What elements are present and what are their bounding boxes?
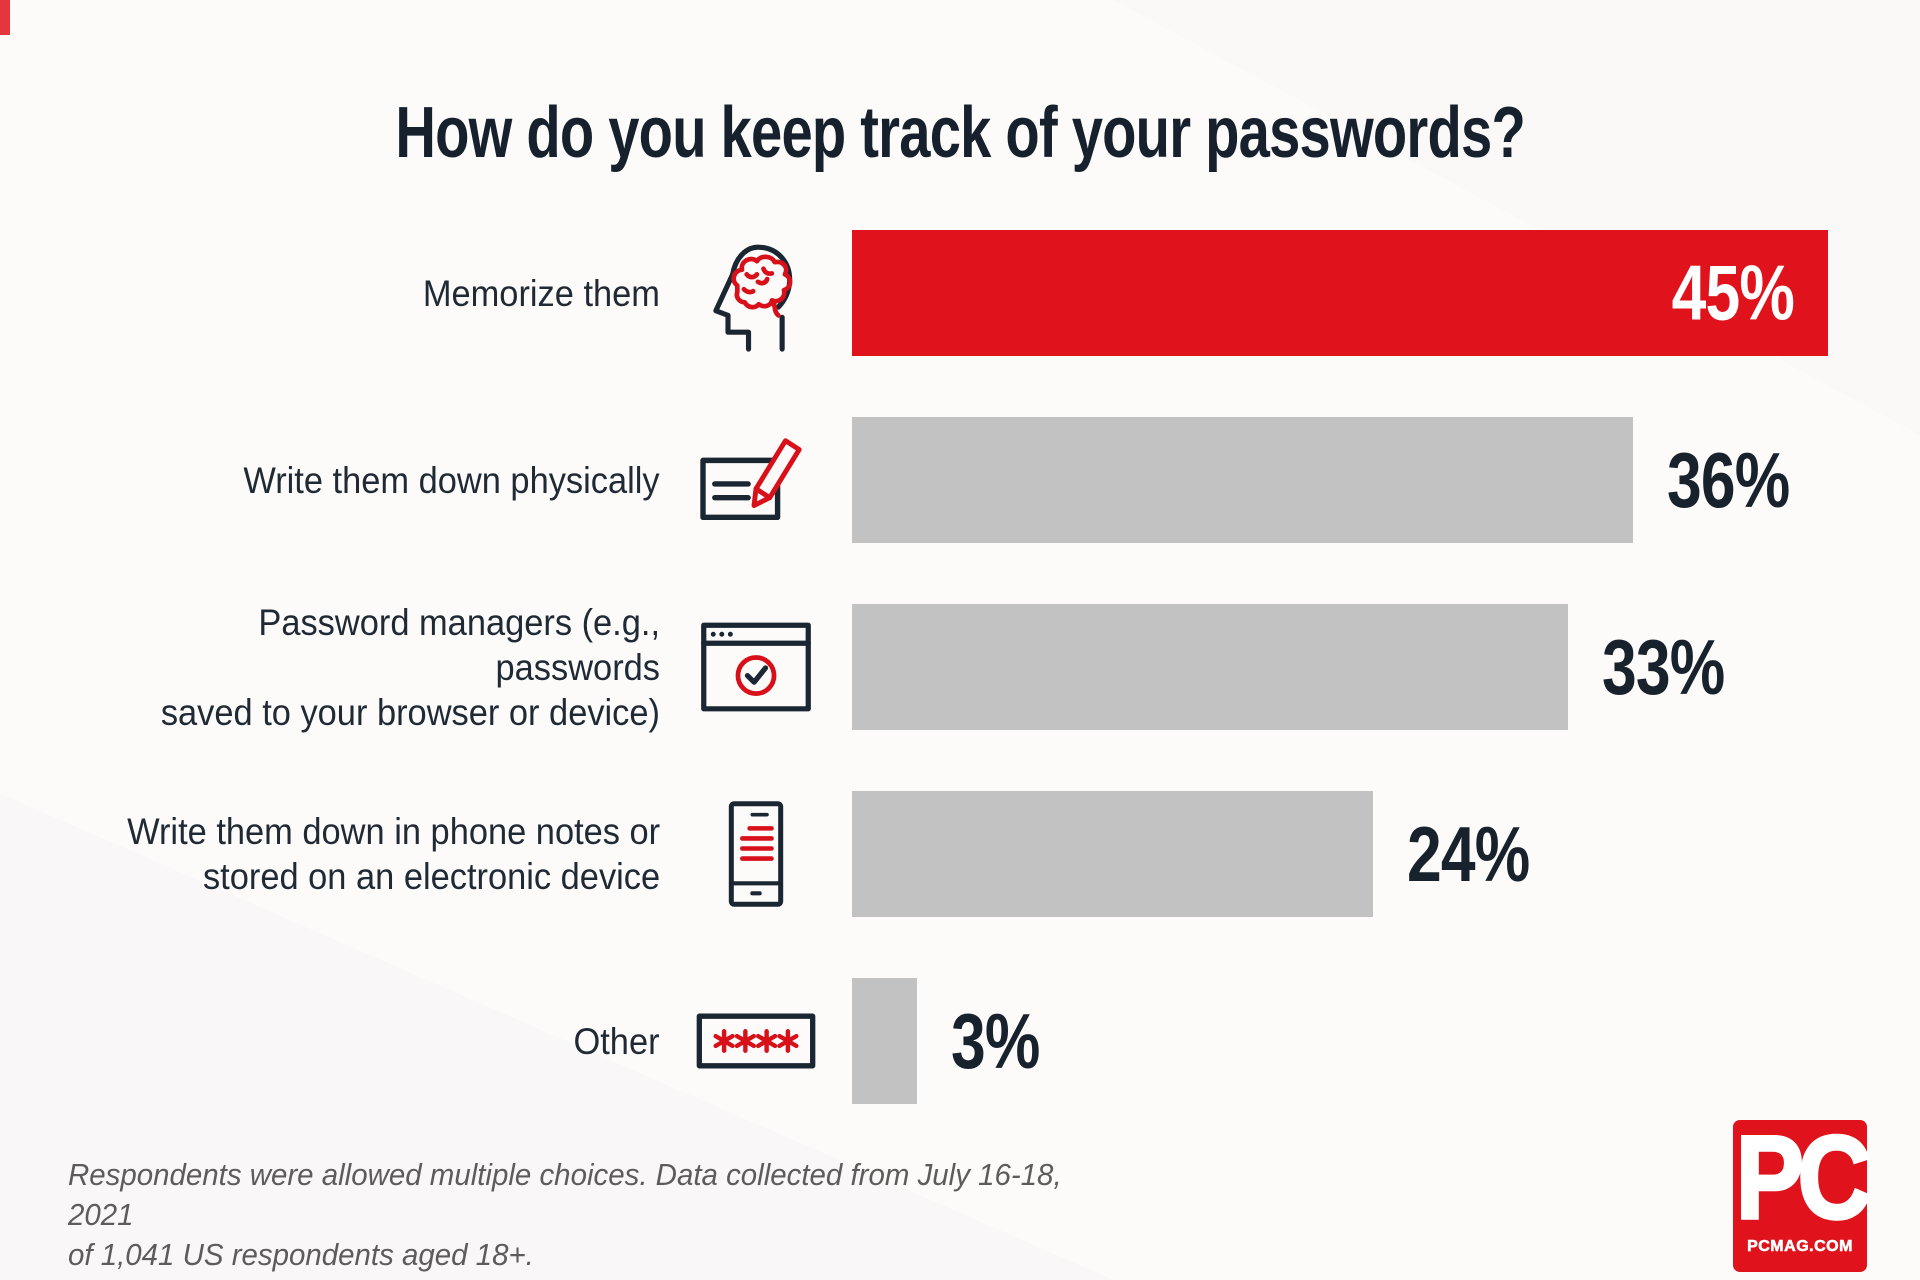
value-label: 3%	[951, 996, 1062, 1087]
value-text: 24%	[1407, 809, 1530, 898]
category-label-text: Password managers (e.g., passwords saved…	[160, 601, 660, 733]
category-label: Password managers (e.g., passwords saved…	[60, 600, 660, 735]
value-label: 33%	[1602, 622, 1755, 713]
category-label-text: Write them down in phone notes or stored…	[126, 811, 660, 897]
chart-row-write-physically: Write them down physically 36% 36%	[0, 417, 1920, 543]
value-label: 24%	[1407, 809, 1560, 900]
source-note: Respondents were allowed multiple choice…	[68, 1155, 1168, 1275]
pcmag-logo: PC PCMAG.COM	[1733, 1112, 1873, 1272]
category-icon-box	[660, 1006, 852, 1076]
category-icon-box	[660, 427, 852, 533]
category-label: Write them down physically	[60, 458, 660, 503]
note-pencil-icon	[700, 438, 802, 520]
bar: 33%	[852, 604, 1568, 730]
bar: 36%	[852, 417, 1633, 543]
bar: 24%	[852, 791, 1373, 917]
category-icon-box	[660, 226, 852, 360]
phone-notes-icon	[728, 801, 784, 907]
category-label: Other	[60, 1019, 660, 1064]
chart-row-password-managers: Password managers (e.g., passwords saved…	[0, 602, 1920, 733]
category-label-text: Memorize them	[422, 272, 660, 314]
bar: 3%	[852, 978, 917, 1104]
category-icon-box	[660, 619, 852, 715]
category-icon-box	[660, 797, 852, 911]
chart-row-phone-notes: Write them down in phone notes or stored…	[0, 791, 1920, 917]
category-label: Write them down in phone notes or stored…	[60, 809, 660, 899]
category-label-text: Write them down physically	[243, 459, 660, 501]
value-text: 3%	[951, 996, 1040, 1085]
browser-check-icon	[701, 622, 811, 712]
chart-row-memorize: Memorize them 45% 45%	[0, 230, 1920, 356]
chart-title-text: How do you keep track of your passwords?	[395, 93, 1525, 174]
category-label-text: Other	[573, 1020, 660, 1062]
value-text: 36%	[1667, 435, 1790, 524]
value-text: 45%	[1671, 248, 1795, 337]
head-brain-icon	[713, 244, 793, 352]
chart-title: How do you keep track of your passwords?	[0, 94, 1920, 172]
corner-mark	[0, 0, 10, 35]
value-label-inside: 45%	[1641, 248, 1795, 339]
bar: 45%	[852, 230, 1828, 356]
pcmag-logo-domain: PCMAG.COM	[1747, 1238, 1853, 1256]
chart-row-other: Other 3% 3%	[0, 978, 1920, 1104]
pcmag-logo-wordmark: PC	[1734, 1112, 1873, 1245]
source-note-text: Respondents were allowed multiple choice…	[68, 1157, 1062, 1272]
value-text: 33%	[1602, 622, 1725, 711]
category-label: Memorize them	[60, 271, 660, 316]
value-label: 36%	[1667, 435, 1820, 526]
password-asterisks-icon	[696, 1013, 816, 1069]
